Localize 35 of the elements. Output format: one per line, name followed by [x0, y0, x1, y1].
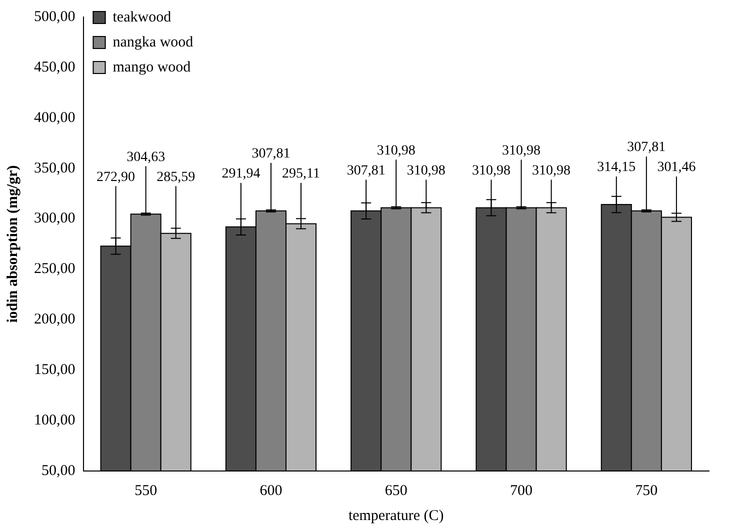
- data-label: 295,11: [282, 166, 320, 182]
- y-tick-label: 350,00: [34, 160, 76, 176]
- y-tick-label: 100,00: [34, 412, 76, 428]
- data-label: 310,98: [502, 143, 541, 158]
- data-label: 310,98: [472, 163, 510, 178]
- data-label: 304,63: [126, 150, 166, 165]
- x-tick-label: 700: [510, 482, 533, 499]
- y-axis-title: iodin absorption (mg/gr): [4, 165, 21, 323]
- data-label: 272,90: [96, 170, 136, 185]
- data-label: 307,81: [346, 163, 386, 178]
- data-label: 285,59: [156, 170, 196, 185]
- y-tick-label: 500,00: [34, 8, 76, 25]
- data-label: 310,98: [532, 163, 571, 178]
- y-tick-label: 400,00: [34, 110, 76, 126]
- data-label: 314,15: [597, 160, 636, 176]
- x-tick-label: 600: [260, 482, 282, 499]
- y-tick-label: 450,00: [34, 59, 76, 76]
- x-tick-label: 550: [134, 482, 158, 499]
- legend-label: nangka wood: [112, 34, 194, 50]
- x-axis-title: temperature (C): [348, 508, 444, 524]
- x-tick-label: 650: [384, 482, 408, 499]
- data-label: 310,98: [376, 143, 416, 158]
- legend-label: mango wood: [112, 59, 192, 76]
- data-label: 310,98: [406, 163, 446, 178]
- legend-label: teakwood: [112, 9, 172, 26]
- y-tick-label: 50,00: [42, 462, 76, 479]
- y-tick-label: 250,00: [34, 261, 76, 278]
- x-tick-label: 750: [635, 482, 658, 499]
- data-label: 307,81: [252, 146, 290, 162]
- data-label: 291,94: [222, 166, 260, 182]
- y-tick-label: 150,00: [34, 362, 76, 378]
- y-tick-label: 200,00: [34, 312, 76, 328]
- y-tick-label: 300,00: [34, 210, 76, 227]
- data-label: 307,81: [627, 140, 666, 156]
- data-label: 301,46: [657, 160, 696, 176]
